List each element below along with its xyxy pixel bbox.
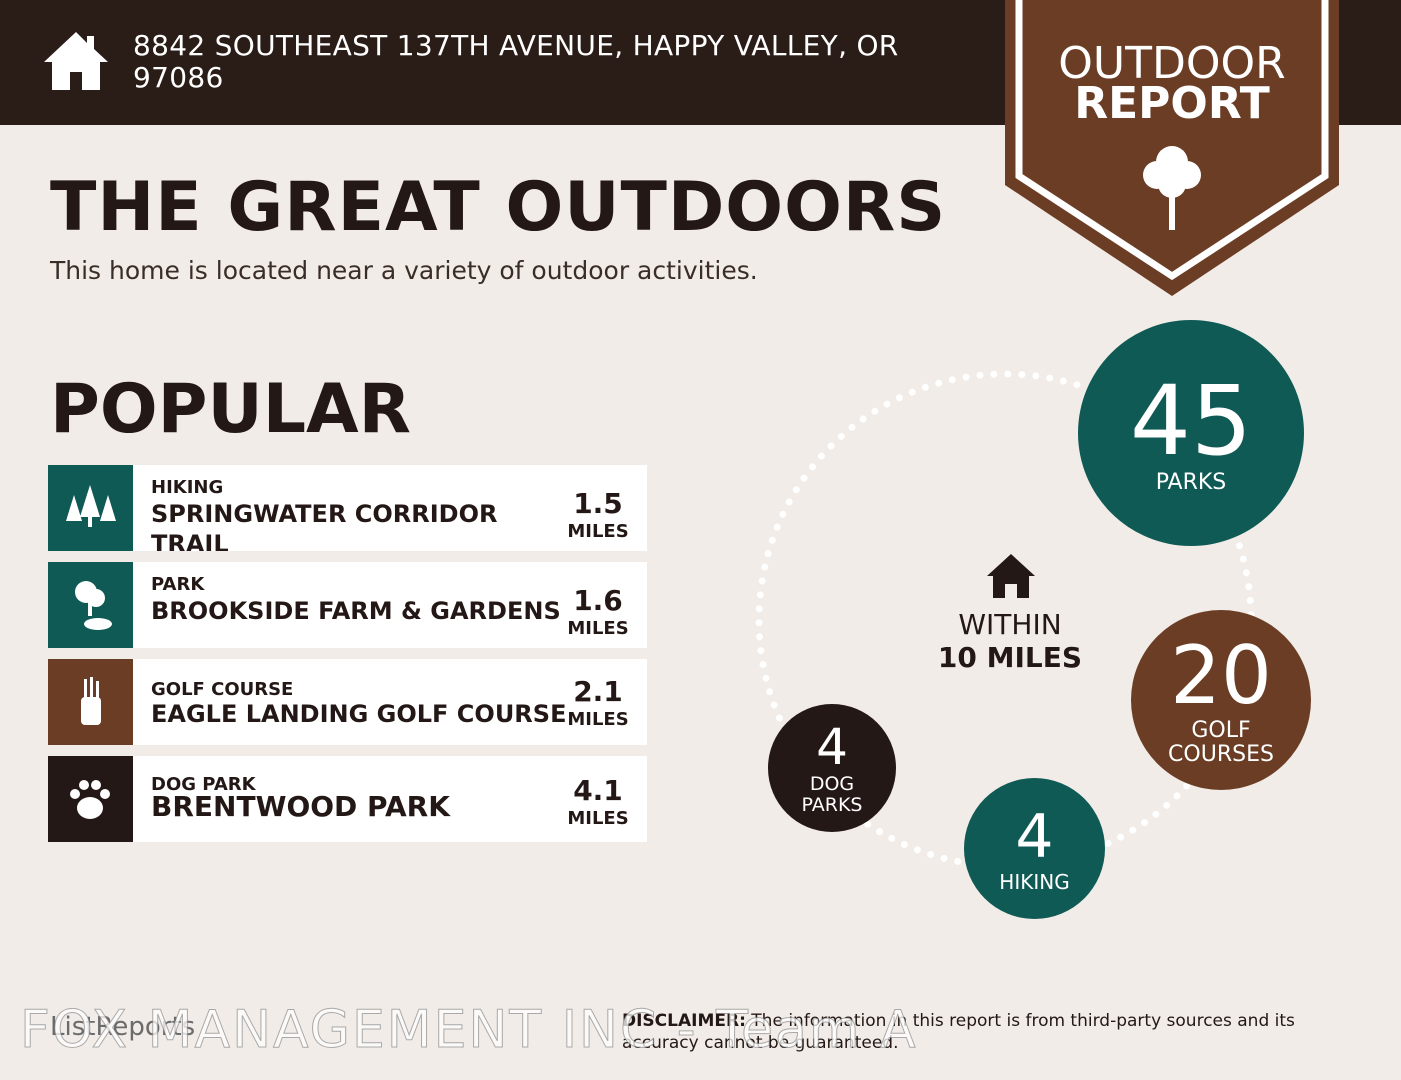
distance-unit: MILES <box>567 808 629 829</box>
category: DOG PARK <box>151 774 256 795</box>
distance-unit: MILES <box>567 618 629 639</box>
count: 45 <box>1129 365 1253 477</box>
distance: 4.1 <box>573 774 623 807</box>
place-name: EAGLE LANDING GOLF COURSE <box>151 700 567 728</box>
activity-row: PARK BROOKSIDE FARM & GARDENS 1.6 MILES <box>48 562 647 648</box>
badge-line: OUTDOOR <box>1058 38 1285 89</box>
distance-unit: MILES <box>567 709 629 730</box>
disclaimer-label: DISCLAIMER: <box>622 1011 746 1031</box>
disclaimer: DISCLAIMER: The information in this repo… <box>622 1010 1362 1054</box>
disclaimer-text: The information in this report is from t… <box>622 1011 1295 1053</box>
activity-row: GOLF COURSE EAGLE LANDING GOLF COURSE 2.… <box>48 659 647 745</box>
category: GOLF COURSE <box>151 679 294 700</box>
count-label: GOLF COURSES <box>1168 718 1274 767</box>
activity-row: HIKING SPRINGWATER CORRIDOR TRAIL 1.5 MI… <box>48 465 647 551</box>
count-label: HIKING <box>999 869 1070 894</box>
golf-icon <box>48 659 133 745</box>
activity-row: DOG PARK BRENTWOOD PARK 4.1 MILES <box>48 756 647 842</box>
section-heading: POPULAR <box>50 370 412 449</box>
count: 4 <box>816 718 848 776</box>
center-line: WITHIN <box>958 608 1062 641</box>
distance: 2.1 <box>573 675 623 708</box>
count-label: DOG PARKS <box>801 773 863 816</box>
count-circle: 20 GOLF COURSES <box>1131 610 1311 790</box>
center-label: WITHIN 10 MILES <box>910 608 1110 674</box>
distance-unit: MILES <box>567 521 629 542</box>
count-circle: 4 HIKING <box>964 778 1105 919</box>
count-circle: 45 PARKS <box>1078 320 1304 546</box>
house-icon <box>44 32 108 90</box>
subtitle: This home is located near a variety of o… <box>50 256 758 285</box>
place-name: BRENTWOOD PARK <box>151 792 450 823</box>
center-line: 10 MILES <box>937 641 1083 674</box>
category: HIKING <box>151 477 224 498</box>
category: PARK <box>151 574 205 595</box>
house-icon <box>987 554 1035 598</box>
dog-park-icon <box>48 756 133 842</box>
address: 8842 SOUTHEAST 137TH AVENUE, HAPPY VALLE… <box>133 29 899 94</box>
badge: OUTDOOR REPORT <box>1005 0 1339 296</box>
count: 20 <box>1170 629 1272 722</box>
park-icon <box>48 562 133 648</box>
count-label: PARKS <box>1155 470 1227 495</box>
badge-line: REPORT <box>1074 78 1270 129</box>
brand: ListReports <box>50 1012 196 1042</box>
watermark: FOX MANAGEMENT INC - Team A <box>20 1000 918 1061</box>
distance: 1.6 <box>573 584 623 617</box>
title: THE GREAT OUTDOORS <box>50 168 947 247</box>
distance: 1.5 <box>573 487 623 520</box>
place-name: SPRINGWATER CORRIDOR TRAIL <box>151 500 498 551</box>
count: 4 <box>1015 801 1054 872</box>
place-name: BROOKSIDE FARM & GARDENS <box>151 597 561 625</box>
count-circle: 4 DOG PARKS <box>768 704 896 832</box>
hiking-icon <box>48 465 133 551</box>
